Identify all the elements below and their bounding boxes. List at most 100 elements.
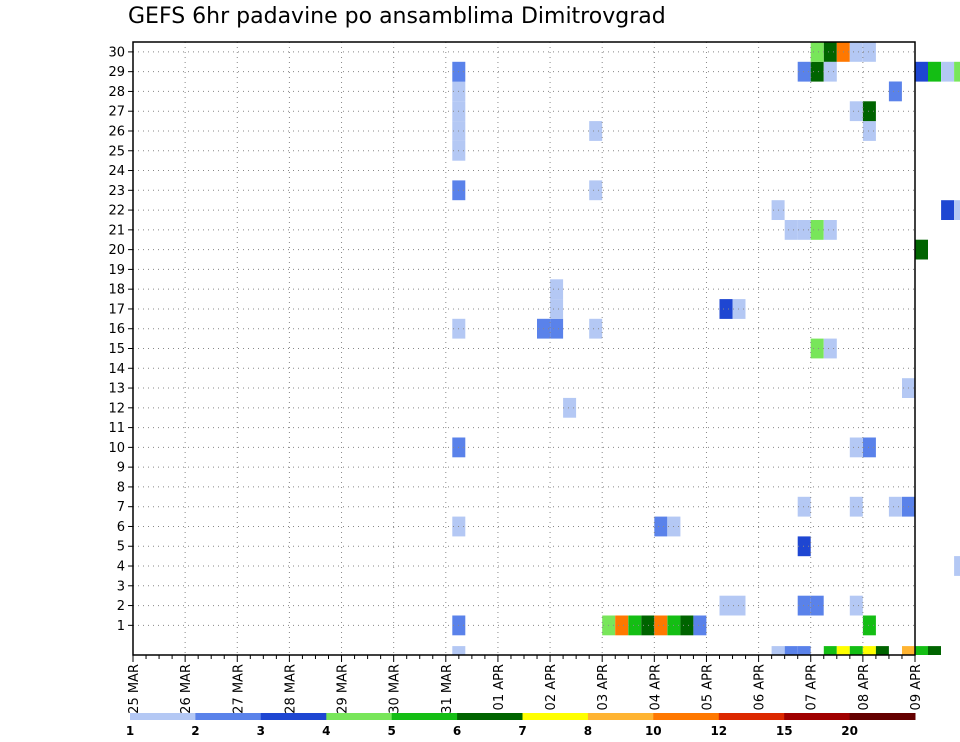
x-tick-label: 25 MAR (127, 664, 142, 714)
y-tick-label: 17 (108, 302, 125, 317)
legend-label: 6 (453, 724, 461, 738)
x-tick-label: 02 APR (544, 664, 559, 710)
data-cell (589, 318, 603, 339)
x-tick-label: 05 APR (700, 664, 715, 710)
data-cell (941, 61, 955, 82)
y-tick-label: 25 (108, 144, 125, 159)
data-cell (810, 220, 824, 240)
y-tick-label: 30 (108, 45, 125, 60)
x-tick-label: 31 MAR (440, 664, 455, 714)
y-tick-label: 28 (108, 85, 125, 100)
legend-swatch (326, 713, 393, 720)
data-cell (941, 200, 955, 220)
data-cell (810, 338, 824, 359)
y-tick-label: 12 (108, 401, 125, 416)
y-tick-label: 13 (108, 382, 125, 397)
data-cell (915, 646, 928, 655)
y-tick-label: 14 (108, 362, 125, 377)
data-cell (862, 437, 876, 458)
data-cell (771, 646, 785, 655)
data-cell (862, 42, 876, 62)
data-cell (849, 42, 863, 62)
data-cell (810, 61, 824, 82)
legend-label: 8 (584, 724, 592, 738)
legend-label: 7 (518, 724, 526, 738)
legend-label: 20 (841, 724, 858, 738)
x-tick-label: 26 MAR (179, 664, 194, 714)
data-cell (797, 595, 811, 616)
data-cell (875, 646, 889, 655)
legend-swatch (718, 713, 785, 720)
legend-swatch (391, 713, 458, 720)
legend-label: 2 (191, 724, 199, 738)
legend-swatch (587, 713, 654, 720)
y-tick-label: 8 (117, 480, 125, 495)
legend-label: 12 (710, 724, 727, 738)
y-tick-label: 26 (108, 124, 125, 139)
y-tick-label: 5 (117, 540, 125, 555)
y-tick-label: 19 (108, 263, 125, 278)
data-cell (693, 615, 707, 636)
x-tick-label: 29 MAR (336, 664, 351, 714)
data-cell (888, 496, 902, 517)
data-cell (563, 397, 577, 418)
data-cell (628, 615, 642, 636)
y-tick-label: 29 (108, 65, 125, 80)
y-tick-label: 11 (108, 421, 125, 436)
data-cell (654, 615, 668, 636)
legend-label: 3 (257, 724, 265, 738)
data-cell (719, 595, 733, 616)
data-cell (915, 239, 928, 260)
data-cell (823, 646, 837, 655)
data-cell (954, 200, 960, 220)
legend-swatch (260, 713, 327, 720)
legend-swatch (784, 713, 851, 720)
y-tick-label: 2 (117, 599, 125, 614)
data-cell (641, 615, 655, 636)
y-tick-label: 3 (117, 579, 125, 594)
y-tick-label: 23 (108, 184, 125, 199)
chart-title: GEFS 6hr padavine po ansamblima Dimitrov… (128, 4, 666, 29)
data-cell (797, 646, 811, 655)
legend-label: 1 (126, 724, 134, 738)
data-cell (784, 646, 798, 655)
data-cell (797, 220, 811, 240)
data-cell (954, 556, 960, 576)
x-tick-label: 07 APR (805, 664, 820, 710)
y-tick-label: 6 (117, 520, 125, 535)
x-tick-label: 09 APR (909, 664, 924, 710)
y-tick-label: 1 (117, 619, 125, 634)
legend-label: 15 (776, 724, 793, 738)
data-cell (836, 646, 850, 655)
data-cell (680, 615, 694, 636)
x-tick-label: 27 MAR (231, 664, 246, 714)
data-cell (550, 279, 564, 300)
data-cell (589, 180, 603, 201)
y-tick-label: 18 (108, 283, 125, 298)
data-cell (862, 101, 876, 122)
x-tick-label: 30 MAR (388, 664, 403, 714)
y-tick-label: 24 (108, 164, 125, 179)
data-cell (849, 595, 863, 616)
data-cell (784, 220, 798, 240)
data-cell (849, 496, 863, 517)
data-cell (823, 42, 837, 62)
data-cell (823, 220, 837, 240)
x-tick-label: 08 APR (857, 664, 872, 710)
y-tick-label: 4 (117, 560, 125, 575)
legend-swatch (130, 713, 196, 720)
data-cell (902, 646, 915, 655)
y-tick-label: 21 (108, 223, 125, 238)
data-cell (823, 61, 837, 82)
legend-label: 5 (388, 724, 396, 738)
data-cell (589, 121, 603, 141)
data-cell (862, 646, 876, 655)
data-cell (862, 121, 876, 141)
x-tick-label: 06 APR (753, 664, 768, 710)
y-tick-label: 9 (117, 461, 125, 476)
data-cell (810, 595, 824, 616)
y-tick-label: 22 (108, 204, 125, 219)
data-cell (928, 646, 941, 655)
data-cell (654, 516, 668, 537)
